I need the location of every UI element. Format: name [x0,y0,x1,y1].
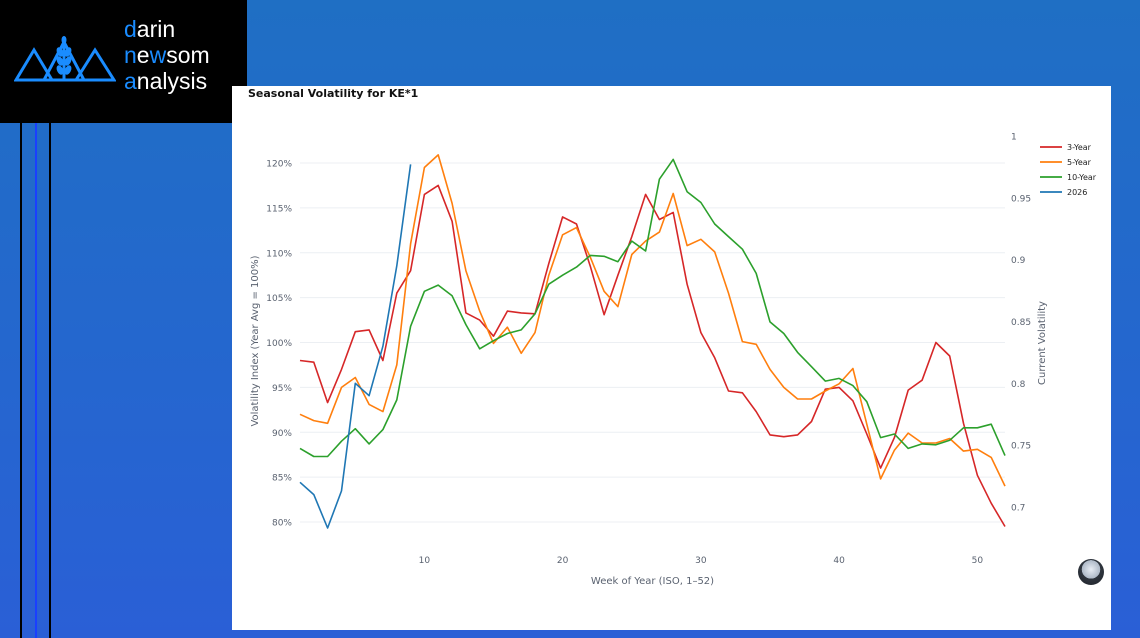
series-line-10-year [299,158,1006,458]
decor-bar-3 [49,123,51,638]
x-axis-label: Week of Year (ISO, 1–52) [591,576,714,587]
x-tick-label: 10 [419,556,431,566]
x-tick-label: 50 [972,556,984,566]
y-tick-label: 85% [272,474,292,484]
x-tick-label: 20 [557,556,569,566]
y-tick-label: 110% [266,249,292,259]
legend-label: 2026 [1067,188,1087,197]
brand-logo-panel: darin newsom analysis [0,0,247,123]
decor-bar-2 [35,123,37,638]
y2-tick-label: 0.8 [1011,380,1026,390]
decor-bar-1 [20,123,22,638]
series-line-2026 [299,164,412,529]
x-tick-label: 40 [833,556,845,566]
chart-title: Seasonal Volatility for KE*1 [248,87,419,100]
y2-tick-label: 0.9 [1011,256,1026,266]
y-tick-label: 80% [272,519,292,529]
chart-panel: Seasonal Volatility for KE*1 80% 85% 90% 95… [232,86,1111,630]
y-tick-label: 115% [266,204,292,214]
series-line-3-year [299,184,1006,527]
legend-label: 5-Year [1067,158,1092,167]
y-axis-label: Volatility Index (Year Avg = 100%) [250,255,261,426]
y2-tick-label: 0.75 [1011,442,1031,452]
brand-wordmark: darin newsom analysis [124,16,210,94]
y2-tick-label: 0.85 [1011,318,1031,328]
series-line-5-year [299,154,1006,487]
y2-tick-label: 0.95 [1011,194,1031,204]
wheat-triangles-logo-icon [14,36,116,82]
y-tick-label: 90% [272,429,292,439]
y-tick-label: 120% [266,160,292,170]
avatar[interactable] [1078,559,1104,585]
volatility-chart: 80% 85% 90% 95% 100% 105% 110% 115% 120% 0.7 0.75 0… [250,133,1097,588]
y-tick-label: 95% [272,384,292,394]
legend-label: 10-Year [1067,173,1097,182]
y2-axis-label: Current Volatility [1037,301,1048,385]
y-tick-label: 100% [266,339,292,349]
y2-tick-label: 0.7 [1011,504,1025,514]
x-tick-label: 30 [695,556,707,566]
y2-tick-label: 1 [1011,133,1017,143]
legend-label: 3-Year [1067,143,1092,152]
y-tick-label: 105% [266,294,292,304]
